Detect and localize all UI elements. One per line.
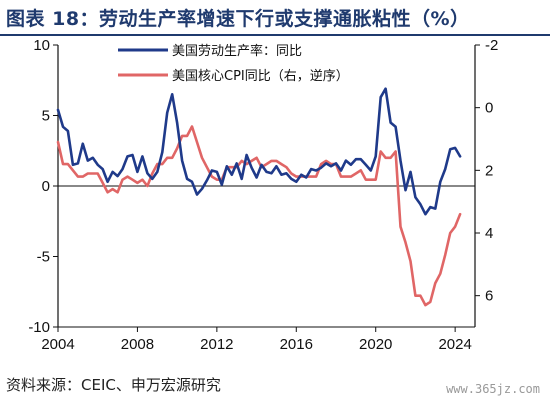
x-tick-label: 2004 <box>41 336 74 353</box>
x-tick-label: 2012 <box>200 336 233 353</box>
right-tick-label: 0 <box>485 100 493 117</box>
right-tick-label: 6 <box>485 288 493 305</box>
x-tick-label: 2008 <box>121 336 154 353</box>
left-tick-label: -5 <box>37 249 50 266</box>
left-tick-label: 0 <box>42 178 50 195</box>
right-tick-label: -2 <box>485 37 498 54</box>
x-tick-label: 2020 <box>359 336 392 353</box>
chart-legend: 美国劳动生产率：同比 美国核心CPI同比（右，逆序） <box>118 43 349 84</box>
series-line-core-cpi <box>56 125 462 307</box>
right-tick-label: 2 <box>485 162 493 179</box>
left-tick-label: 5 <box>42 108 50 125</box>
right-tick-label: 4 <box>485 225 493 242</box>
legend-label-cpi: 美国核心CPI同比（右，逆序） <box>172 68 349 84</box>
watermark: www.365jz.com <box>446 382 540 396</box>
title-underline <box>0 34 550 36</box>
left-tick-label: 10 <box>33 37 50 54</box>
left-tick-label: -10 <box>28 319 50 336</box>
source-note: 资料来源：CEIC、申万宏源研究 <box>6 376 221 394</box>
legend-label-productivity: 美国劳动生产率：同比 <box>172 43 302 59</box>
chart-title: 图表 18：劳动生产率增速下行或支撑通胀粘性（%） <box>6 8 470 30</box>
x-tick-label: 2024 <box>438 336 471 353</box>
x-tick-label: 2016 <box>280 336 313 353</box>
series-line-productivity <box>56 87 462 216</box>
